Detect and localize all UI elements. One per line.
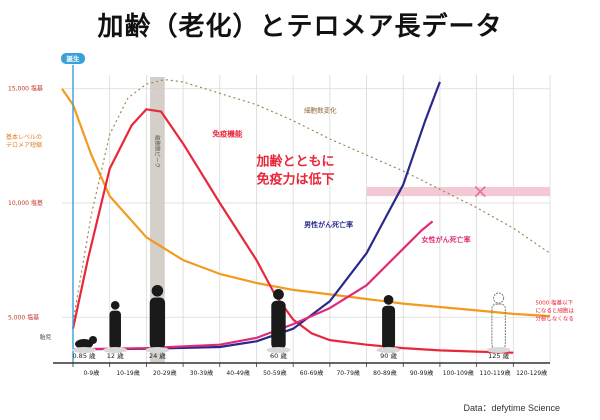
figure-age-label: 60 歳 bbox=[270, 351, 287, 360]
figure-head bbox=[273, 289, 284, 300]
headline-1: 加齢とともに bbox=[255, 153, 334, 169]
figure-shadow bbox=[72, 347, 97, 353]
female-label: 女性がん死亡率 bbox=[422, 235, 471, 244]
data-source: Data：defytime Science bbox=[463, 403, 560, 413]
figure-shadow bbox=[103, 347, 128, 353]
headline-2: 免疫力は低下 bbox=[256, 172, 334, 188]
series-line-1 bbox=[61, 88, 551, 318]
figure-head bbox=[151, 285, 164, 297]
limit-label-2: になると細胞は bbox=[535, 307, 574, 315]
baseline-label: 基本レベルの bbox=[6, 133, 42, 141]
x-tick-label: 80-89歳 bbox=[373, 369, 396, 377]
x-tick-label: 110-119歳 bbox=[479, 369, 510, 377]
figure-head bbox=[110, 301, 120, 310]
figure-age-label: 90 歳 bbox=[380, 351, 397, 360]
x-tick-label: 120-129歳 bbox=[516, 369, 547, 377]
embryo-label: 胎児 bbox=[40, 333, 52, 341]
x-tick-label: 50-59歳 bbox=[263, 369, 286, 377]
series-line-2 bbox=[72, 79, 551, 323]
figure-age-label: 0.85 歳 bbox=[72, 351, 96, 360]
y-tick-label: 5,000 塩基 bbox=[8, 313, 39, 321]
x-tick-label: 70-79歳 bbox=[336, 369, 359, 377]
x-tick-label: 40-49歳 bbox=[226, 369, 249, 377]
baseline-label-2: テロメア短縮 bbox=[6, 141, 42, 149]
limit-label-1: 5000 塩基以下 bbox=[535, 299, 573, 307]
series-line-5 bbox=[72, 220, 434, 351]
figure-head bbox=[383, 295, 394, 305]
figure-age-label: 24 歳 bbox=[149, 351, 166, 360]
figure-age-label: 125 歳 bbox=[488, 351, 509, 360]
male-label: 男性がん死亡率 bbox=[304, 220, 353, 229]
limit-band bbox=[366, 187, 550, 197]
x-tick-label: 20-29歳 bbox=[153, 369, 176, 377]
x-tick-label: 0-9歳 bbox=[83, 369, 99, 377]
figure-shadow bbox=[145, 347, 170, 353]
limit-label-3: 分裂しなくなる bbox=[535, 315, 574, 323]
figure-body bbox=[271, 300, 286, 349]
x-tick-label: 30-39歳 bbox=[190, 369, 213, 377]
figure-shadow bbox=[376, 347, 401, 353]
figure-body bbox=[491, 303, 506, 350]
figure-silhouette bbox=[75, 339, 94, 349]
figure-body bbox=[149, 297, 166, 349]
series-line-3 bbox=[71, 108, 514, 354]
figure-body bbox=[109, 310, 121, 349]
figure-body bbox=[382, 305, 396, 349]
figure-head bbox=[89, 336, 98, 344]
chart-title: 加齢（老化）とテロメア長データ bbox=[97, 12, 503, 42]
figure-head bbox=[493, 292, 505, 304]
x-tick-label: 10-19歳 bbox=[116, 369, 139, 377]
birth-marker bbox=[61, 53, 86, 64]
immune-label: 免疫機能 bbox=[212, 129, 242, 139]
y-tick-label: 10,000 塩基 bbox=[8, 199, 43, 207]
figure-shadow bbox=[486, 347, 511, 353]
cell-count-label: 細胞数変化 bbox=[304, 106, 337, 115]
cross-mark bbox=[474, 186, 486, 198]
x-tick-label: 90-99歳 bbox=[410, 369, 433, 377]
peak-label: 細胞数ピーク bbox=[153, 135, 161, 168]
x-tick-label: 60-69歳 bbox=[300, 369, 323, 377]
x-tick-label: 100-109歳 bbox=[443, 369, 474, 377]
figure-shadow bbox=[266, 347, 291, 353]
birth-label: 誕生 bbox=[67, 54, 81, 63]
y-tick-label: 15,000 塩基 bbox=[8, 85, 43, 93]
figure-age-label: 12 歳 bbox=[107, 351, 124, 360]
